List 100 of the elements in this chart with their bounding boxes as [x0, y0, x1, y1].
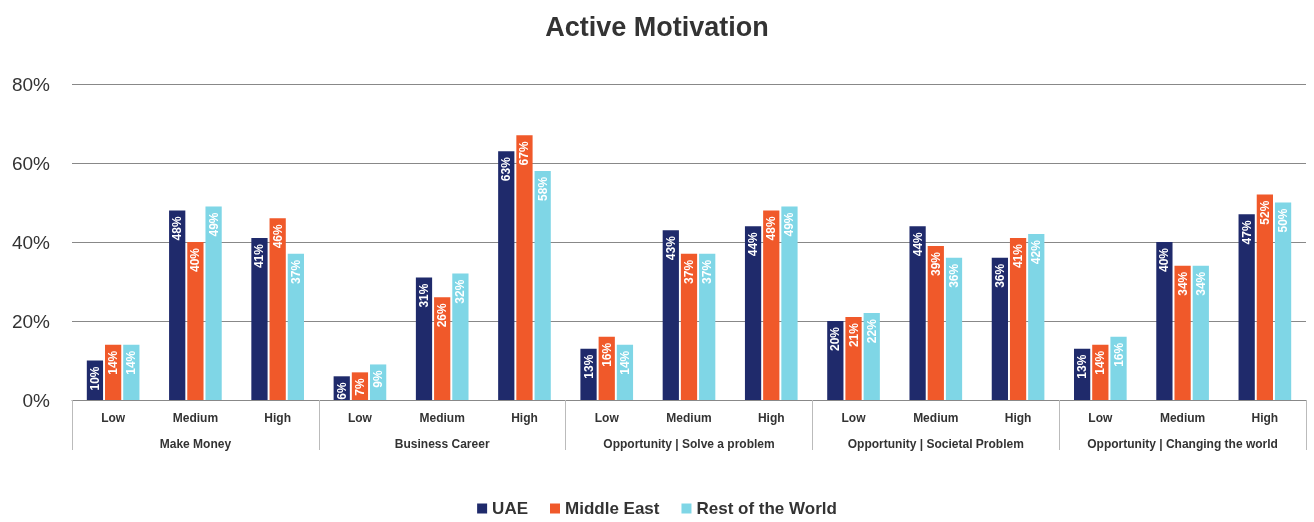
data-label: 41% — [252, 243, 267, 269]
bar — [415, 277, 433, 400]
bar — [1238, 214, 1255, 400]
x-tick-label: Low — [594, 411, 620, 425]
bar — [169, 210, 186, 400]
text: Opportunity | Changing the world — [1087, 437, 1278, 451]
legend-label: UAE — [492, 499, 529, 518]
bar — [1009, 238, 1027, 400]
text: Opportunity | Societal Problem — [847, 437, 1024, 451]
data-label: 42% — [1029, 239, 1044, 265]
bar — [269, 218, 286, 400]
bar — [845, 317, 862, 400]
x-tick-label: Medium — [172, 411, 219, 425]
legend-label: Middle East — [565, 499, 660, 518]
data-label: 63% — [499, 156, 514, 182]
bar — [763, 210, 780, 400]
bar — [452, 273, 469, 400]
y-tick-label: 0% — [22, 389, 51, 411]
bar — [205, 206, 222, 400]
bar — [1174, 265, 1191, 400]
data-label: 37% — [682, 259, 696, 284]
data-label: 58% — [535, 176, 550, 201]
data-label: 49% — [206, 212, 221, 237]
bar — [1110, 336, 1127, 400]
data-label: 16% — [1111, 342, 1126, 367]
data-label: 34% — [1175, 271, 1190, 296]
bar — [534, 170, 551, 400]
data-label: 50% — [1276, 208, 1291, 233]
data-label: 7% — [352, 378, 367, 396]
data-label: 32% — [453, 279, 468, 304]
bar — [1028, 234, 1045, 400]
data-label: 39% — [928, 251, 943, 276]
bar — [287, 253, 304, 400]
x-tick-label: High — [511, 411, 538, 425]
bar — [187, 242, 204, 400]
x-tick-label: High — [264, 411, 291, 425]
bar — [945, 257, 963, 400]
data-label: 16% — [599, 342, 614, 367]
data-label: 44% — [910, 231, 925, 257]
bar — [927, 245, 944, 400]
text: Business Career — [394, 437, 490, 451]
data-label: 14% — [617, 350, 632, 375]
data-label: 10% — [87, 366, 102, 391]
data-label: 67% — [517, 141, 532, 166]
data-label: 26% — [435, 302, 450, 328]
data-label: 44% — [746, 231, 761, 257]
data-label: 9% — [371, 370, 386, 388]
bar — [909, 226, 926, 400]
y-tick-label: 80% — [11, 73, 51, 95]
y-tick-label: 40% — [11, 231, 51, 253]
data-label: 13% — [1075, 354, 1090, 379]
data-label: 14% — [1093, 350, 1108, 375]
data-label: 46% — [270, 223, 285, 249]
text: Make Money — [159, 437, 232, 451]
x-tick-label: Low — [1088, 411, 1113, 425]
bar — [516, 135, 533, 400]
data-label: 47% — [1239, 220, 1254, 245]
x-tick-label: Medium — [913, 411, 959, 425]
data-label: 6% — [334, 381, 349, 400]
data-label: 36% — [947, 263, 961, 288]
x-tick-label: High — [1251, 411, 1279, 425]
bar — [680, 253, 698, 400]
legend-label: Rest of the World — [696, 499, 837, 518]
data-label: 49% — [782, 212, 797, 237]
data-label: 43% — [663, 235, 678, 261]
x-tick-label: Medium — [419, 411, 465, 425]
y-tick-label: 60% — [11, 152, 51, 174]
bar — [1192, 265, 1209, 400]
bar — [251, 238, 268, 400]
bar — [662, 230, 679, 400]
chart-title: Active Motivation — [545, 11, 769, 42]
data-label: 48% — [170, 216, 185, 241]
data-label: 48% — [764, 216, 779, 241]
data-label: 14% — [124, 350, 139, 375]
x-tick-label: High — [757, 411, 785, 425]
x-tick-label: Medium — [1159, 411, 1206, 425]
x-tick-label: Low — [841, 411, 867, 425]
x-tick-label: Low — [101, 411, 126, 425]
bar — [699, 253, 716, 400]
data-label: 36% — [992, 263, 1007, 288]
x-tick-label: High — [1004, 411, 1032, 425]
data-label: 40% — [1157, 247, 1172, 273]
data-label: 40% — [188, 247, 203, 273]
bar — [1256, 194, 1273, 400]
data-label: 37% — [700, 259, 715, 284]
bar — [1156, 242, 1173, 400]
text: Opportunity | Solve a problem — [603, 437, 775, 451]
x-tick-label: Medium — [666, 411, 712, 425]
x-tick-label: Low — [347, 411, 373, 425]
data-label: 34% — [1193, 271, 1208, 296]
data-label: 37% — [288, 259, 303, 284]
bar — [781, 206, 798, 400]
data-label: 41% — [1011, 243, 1026, 269]
data-label: 20% — [828, 326, 843, 352]
data-label: 13% — [581, 354, 596, 379]
data-label: 22% — [864, 318, 879, 344]
bar — [498, 151, 515, 400]
y-tick-label: 20% — [11, 310, 51, 332]
bar — [744, 226, 762, 400]
bar — [991, 257, 1008, 400]
